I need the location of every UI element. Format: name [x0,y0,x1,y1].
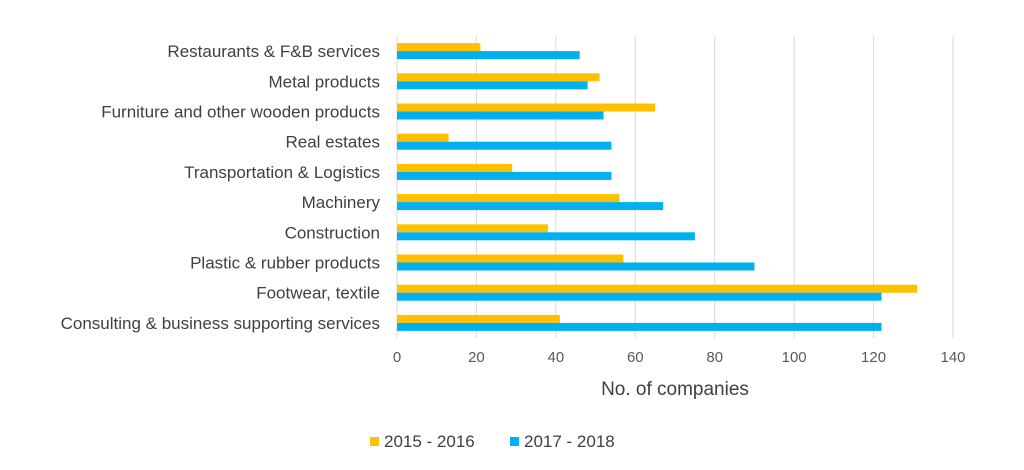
bar-2015-2016 [397,43,481,52]
bar-2015-2016 [397,163,513,172]
category-label: Construction [285,223,380,242]
x-tick-label: 80 [706,349,723,366]
x-axis-title: No. of companies [601,379,749,400]
category-label: Transportation & Logistics [184,163,380,182]
category-label: Metal products [269,72,381,91]
legend-label: 2015 - 2016 [384,432,475,451]
bar-2017-2018 [397,262,755,271]
legend-label: 2017 - 2018 [524,432,615,451]
bar-2015-2016 [397,103,656,112]
x-tick-labels: 0 20 40 60 80 100 120 140 [393,349,966,366]
legend-swatch [510,437,519,446]
bar-2015-2016 [397,224,548,233]
bar-2017-2018 [397,111,604,120]
bars [397,43,918,331]
category-label: Machinery [302,193,381,212]
category-label: Restaurants & F&B services [167,42,380,61]
category-label: Consulting & business supporting service… [61,314,380,333]
legend-swatch [370,437,379,446]
category-labels: Restaurants & F&B services Metal products… [61,42,381,333]
x-tick-label: 0 [393,349,401,366]
bar-2017-2018 [397,232,695,241]
category-label: Footwear, textile [256,284,380,303]
bar-2017-2018 [397,51,580,60]
bar-2015-2016 [397,314,560,323]
bar-2015-2016 [397,254,624,263]
x-tick-label: 40 [548,349,565,366]
x-tick-label: 120 [861,349,886,366]
category-label: Furniture and other wooden products [101,103,380,122]
bar-2017-2018 [397,141,612,150]
legend: 2015 - 2016 2017 - 2018 [370,432,615,451]
bar-2015-2016 [397,284,918,293]
category-label: Plastic & rubber products [190,254,380,273]
x-tick-label: 60 [627,349,644,366]
category-label: Real estates [286,133,381,152]
bar-2015-2016 [397,73,600,82]
bar-2017-2018 [397,81,588,90]
x-tick-label: 100 [782,349,807,366]
bar-2017-2018 [397,292,882,301]
bar-2017-2018 [397,202,664,211]
bar-2017-2018 [397,322,882,331]
bar-2017-2018 [397,171,612,180]
bar-2015-2016 [397,194,620,203]
bar-2015-2016 [397,133,449,142]
x-tick-label: 20 [468,349,485,366]
x-tick-label: 140 [940,349,965,366]
